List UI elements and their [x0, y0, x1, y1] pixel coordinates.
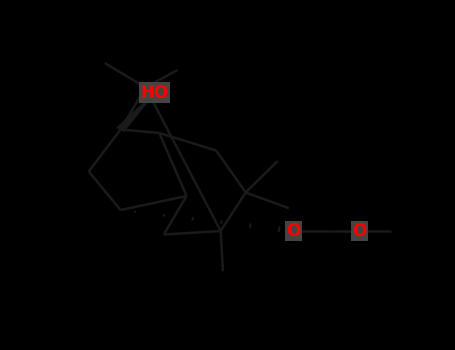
Text: O: O — [286, 222, 301, 240]
Polygon shape — [117, 93, 155, 131]
Text: HO: HO — [141, 84, 169, 102]
Text: O: O — [352, 222, 367, 240]
